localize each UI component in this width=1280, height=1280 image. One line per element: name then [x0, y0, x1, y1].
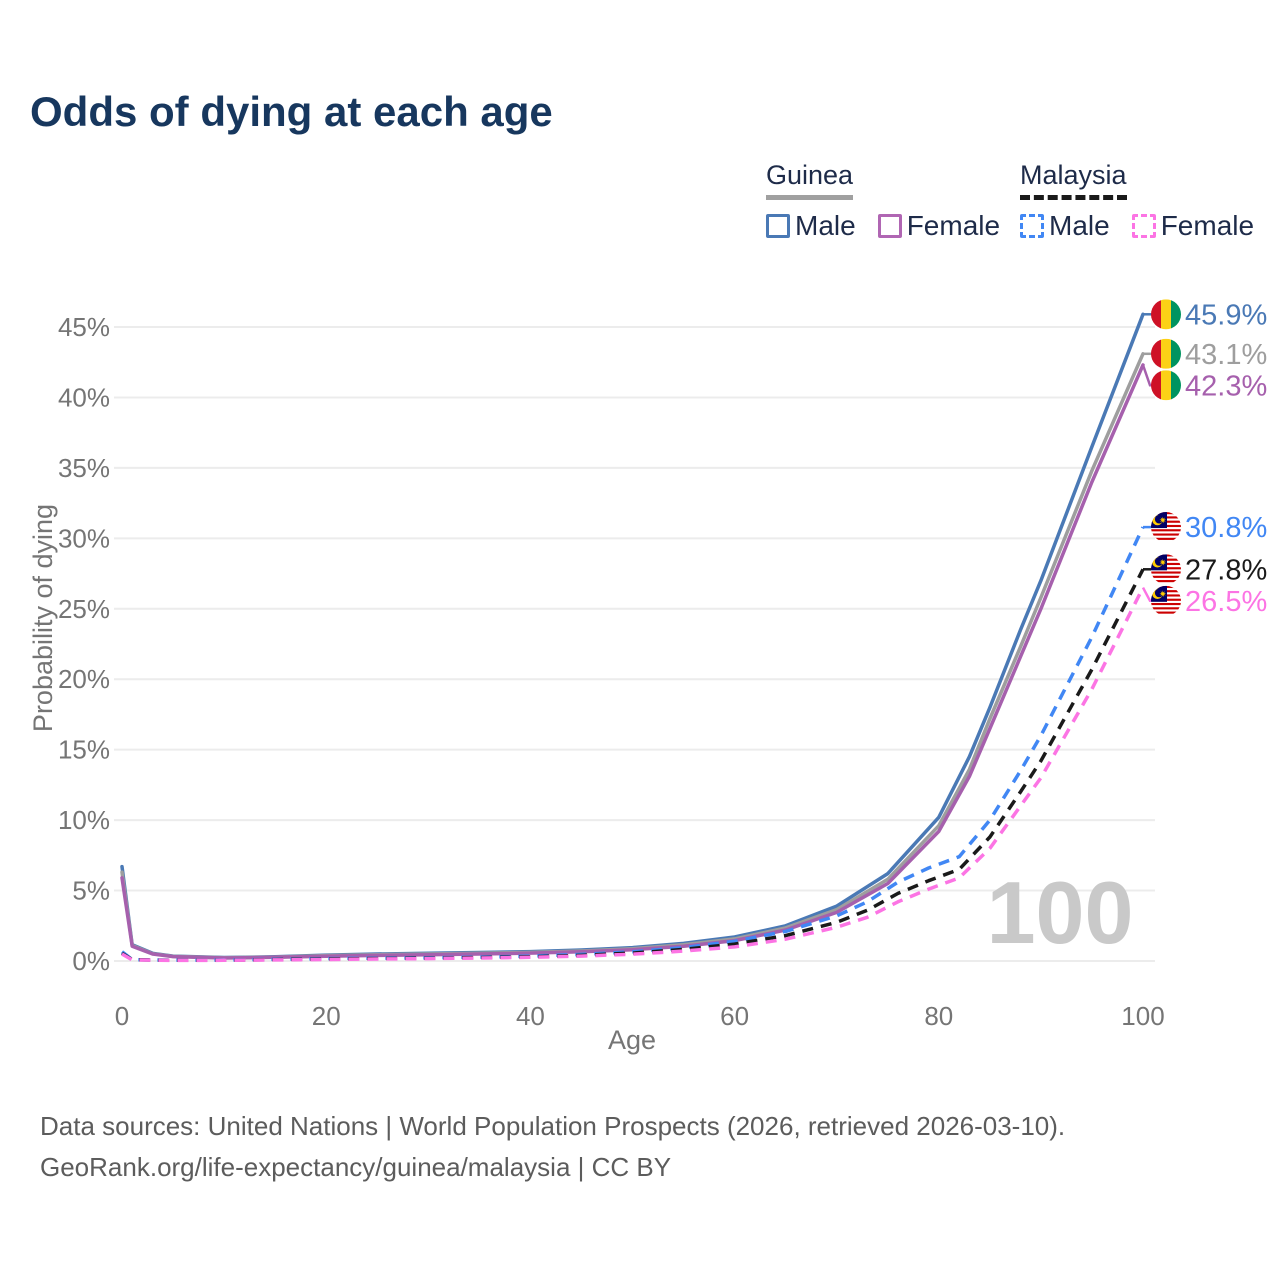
end-label-guinea-male: 45.9%: [1185, 299, 1267, 331]
end-label-malaysia-female: 26.5%: [1185, 586, 1267, 618]
guinea-red-stripe: [1151, 370, 1161, 401]
legend-swatch-guinea-female-icon[interactable]: [877, 214, 902, 238]
x-tick-80: 80: [924, 1001, 953, 1031]
legend-swatch-malaysia-male-icon[interactable]: [1020, 214, 1044, 238]
end-label-malaysia-both: 27.8%: [1185, 554, 1267, 586]
legend-country-malaysia: Malaysia: [1020, 160, 1127, 200]
y-tick-35%: 35%: [58, 453, 110, 483]
malaysia-stripe: [1151, 529, 1181, 532]
malaysia-star: [1159, 558, 1167, 566]
y-tick-0%: 0%: [72, 946, 110, 976]
guinea-yellow-stripe: [1161, 299, 1171, 330]
end-label-malaysia-male: 30.8%: [1185, 512, 1267, 544]
guinea-red-stripe: [1151, 338, 1161, 369]
guinea-flag-icon: [1151, 299, 1181, 330]
x-tick-40: 40: [516, 1001, 545, 1031]
malaysia-flag-icon: [1151, 512, 1181, 543]
end-label-guinea-female: 42.3%: [1185, 370, 1267, 402]
malaysia-stripe: [1151, 602, 1181, 606]
legend-label-guinea-female[interactable]: Female: [906, 210, 1001, 241]
series-line-malaysia-female[interactable]: [121, 586, 1145, 963]
y-tick-5%: 5%: [72, 876, 110, 906]
malaysia-stripe: [1151, 600, 1181, 604]
x-tick-100: 100: [1121, 1001, 1164, 1031]
legend-group-malaysia: Malaysia Male Female: [1020, 160, 1254, 242]
y-tick-25%: 25%: [58, 594, 110, 624]
malaysia-stripe: [1151, 577, 1181, 581]
footer-attribution: Data sources: United Nations | World Pop…: [40, 1106, 1065, 1188]
malaysia-stripe: [1151, 531, 1181, 534]
malaysia-stripe: [1151, 575, 1181, 579]
malaysia-star: [1159, 516, 1167, 524]
malaysia-stripe: [1151, 569, 1181, 572]
guinea-yellow-stripe: [1161, 370, 1171, 401]
y-tick-45%: 45%: [58, 312, 110, 342]
malaysia-flag-icon: [1151, 585, 1181, 616]
legend-label-malaysia-male[interactable]: Male: [1049, 210, 1110, 241]
malaysia-stripe: [1151, 613, 1181, 616]
x-axis-label: Age: [608, 1025, 656, 1055]
malaysia-stripe: [1151, 580, 1181, 583]
series-line-guinea-male[interactable]: [120, 312, 1145, 960]
guinea-red-stripe: [1151, 299, 1161, 330]
x-tick-20: 20: [312, 1001, 341, 1031]
series-line-guinea-female[interactable]: [120, 363, 1145, 960]
malaysia-stripe: [1151, 605, 1181, 608]
legend-item-malaysia-female[interactable]: Female: [1131, 210, 1255, 242]
legend-item-malaysia-male[interactable]: Male: [1020, 210, 1110, 242]
malaysia-stripe: [1151, 537, 1181, 541]
malaysia-stripe: [1151, 582, 1181, 585]
chart-title: Odds of dying at each age: [30, 88, 553, 135]
guinea-flag-icon: [1151, 370, 1181, 401]
malaysia-stripe: [1151, 607, 1181, 610]
malaysia-crescent-inner: [1154, 588, 1164, 598]
x-tick-0: 0: [115, 1001, 129, 1031]
malaysia-stripe: [1151, 611, 1181, 614]
legend-item-guinea-female[interactable]: Female: [877, 210, 1001, 242]
guinea-flag-icon: [1151, 338, 1181, 369]
malaysia-flag-icon: [1151, 554, 1181, 585]
legend-swatch-malaysia-female-icon[interactable]: [1131, 214, 1156, 238]
malaysia-stripe: [1151, 535, 1181, 539]
end-label-guinea-both: 43.1%: [1185, 339, 1267, 371]
footer-url-license: GeoRank.org/life-expectancy/guinea/malay…: [40, 1152, 672, 1182]
y-tick-10%: 10%: [58, 805, 110, 835]
legend-country-guinea: Guinea: [766, 160, 854, 200]
legend-swatch-guinea-male-icon[interactable]: [766, 214, 790, 238]
guinea-green-stripe: [1171, 338, 1181, 369]
malaysia-stripe: [1151, 573, 1181, 577]
malaysia-stripe: [1151, 527, 1181, 530]
guinea-green-stripe: [1171, 299, 1181, 330]
malaysia-crescent-inner: [1154, 557, 1164, 566]
malaysia-stripe: [1151, 571, 1181, 574]
legend-item-guinea-male[interactable]: Male: [766, 210, 856, 242]
y-tick-40%: 40%: [58, 382, 110, 412]
y-axis-label: Probability of dying: [28, 504, 58, 732]
malaysia-stripe: [1151, 539, 1181, 543]
guinea-green-stripe: [1171, 370, 1181, 401]
footer-data-sources: Data sources: United Nations | World Pop…: [40, 1111, 1066, 1141]
guinea-yellow-stripe: [1161, 338, 1171, 369]
legend-label-malaysia-female[interactable]: Female: [1160, 210, 1255, 241]
legend-group-guinea: Guinea Male Female: [766, 160, 1000, 242]
malaysia-crescent-inner: [1154, 514, 1164, 524]
legend-label-guinea-male[interactable]: Male: [795, 210, 856, 241]
malaysia-stripe: [1151, 609, 1181, 612]
x-tick-60: 60: [720, 1001, 749, 1031]
watermark-age-100: 100: [987, 863, 1134, 962]
y-tick-20%: 20%: [58, 664, 110, 694]
y-tick-30%: 30%: [58, 523, 110, 553]
y-tick-15%: 15%: [58, 735, 110, 765]
malaysia-star: [1159, 590, 1167, 598]
malaysia-stripe: [1151, 533, 1181, 536]
